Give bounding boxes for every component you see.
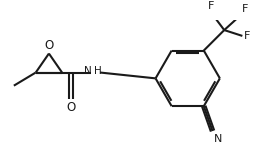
Text: N: N: [83, 66, 91, 76]
Text: F: F: [242, 4, 248, 14]
Text: F: F: [208, 1, 214, 11]
Text: O: O: [44, 39, 54, 52]
Text: H: H: [94, 66, 102, 76]
Text: O: O: [66, 101, 75, 114]
Text: F: F: [244, 31, 251, 41]
Text: N: N: [214, 134, 222, 144]
